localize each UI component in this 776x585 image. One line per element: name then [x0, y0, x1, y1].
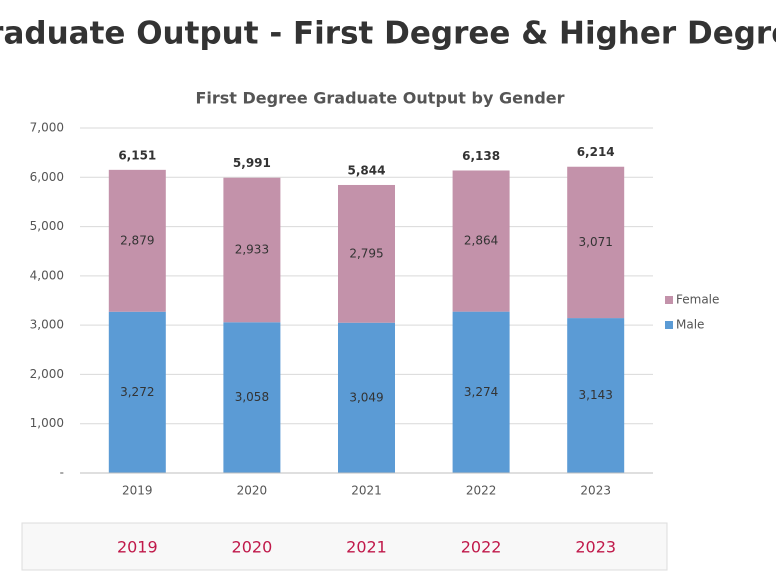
- bar-segment: [452, 311, 510, 473]
- data-label: 3,071: [579, 235, 613, 249]
- data-label: 2,795: [349, 246, 383, 260]
- data-label: 2,864: [464, 234, 498, 248]
- x-tick-label: 2023: [580, 484, 611, 498]
- total-label: 5,991: [233, 156, 271, 170]
- legend-label: Female: [676, 293, 719, 307]
- data-label: 3,058: [235, 390, 269, 404]
- data-label: 3,143: [579, 388, 613, 402]
- total-label: 6,138: [462, 149, 500, 163]
- data-label: 3,272: [120, 385, 154, 399]
- x-tick-label: 2019: [122, 484, 153, 498]
- y-tick-label: 5,000: [30, 219, 64, 233]
- bar-segment: [108, 169, 166, 312]
- legend-swatch: [665, 321, 673, 329]
- data-label: 3,049: [349, 390, 383, 404]
- year-tab[interactable]: 2021: [346, 538, 387, 557]
- year-tab[interactable]: 2020: [232, 538, 273, 557]
- y-tick-label: 1,000: [30, 416, 64, 430]
- year-tab[interactable]: 2019: [117, 538, 158, 557]
- legend-swatch: [665, 296, 673, 304]
- bar-segment: [223, 322, 281, 473]
- tab-bar: [21, 522, 668, 571]
- total-label: 6,151: [118, 148, 156, 162]
- x-tick-label: 2020: [237, 484, 268, 498]
- chart-title: First Degree Graduate Output by Gender: [195, 89, 564, 108]
- bar-segment: [567, 166, 625, 319]
- y-tick-label: 3,000: [30, 318, 64, 332]
- y-tick-label: 4,000: [30, 268, 64, 282]
- year-tab[interactable]: 2022: [461, 538, 502, 557]
- x-tick-label: 2021: [351, 484, 382, 498]
- y-tick-label: 7,000: [30, 121, 64, 135]
- page-title: Graduate Output - First Degree & Higher …: [0, 16, 776, 52]
- y-tick-label: 2,000: [30, 367, 64, 381]
- bar-segment: [108, 311, 166, 473]
- bar-segment: [338, 322, 395, 473]
- y-tick-label: -: [60, 466, 64, 480]
- legend-label: Male: [676, 318, 704, 332]
- data-label: 2,933: [235, 243, 269, 257]
- bar-segment: [223, 177, 281, 323]
- bar-segment: [567, 318, 625, 473]
- total-label: 5,844: [348, 163, 386, 177]
- y-tick-label: 6,000: [30, 170, 64, 184]
- data-label: 2,879: [120, 233, 154, 247]
- bar-segment: [452, 170, 510, 312]
- total-label: 6,214: [577, 145, 615, 159]
- data-label: 3,274: [464, 385, 498, 399]
- year-tab[interactable]: 2023: [575, 538, 616, 557]
- x-tick-label: 2022: [466, 484, 497, 498]
- bar-segment: [338, 184, 395, 323]
